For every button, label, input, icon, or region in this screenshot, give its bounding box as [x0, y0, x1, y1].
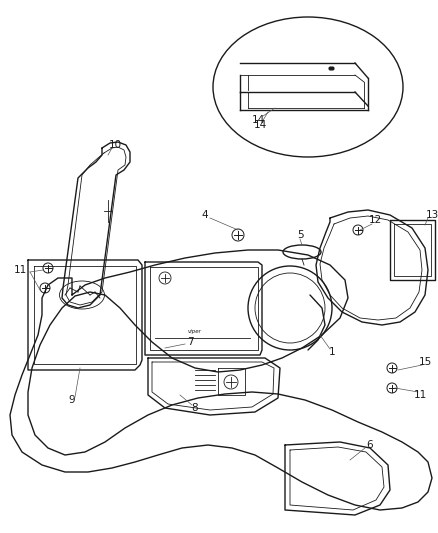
- Text: 14: 14: [253, 120, 267, 130]
- Text: 11: 11: [14, 265, 27, 275]
- Text: 1: 1: [328, 347, 336, 357]
- Text: viper: viper: [188, 329, 202, 335]
- Text: 11: 11: [413, 390, 427, 400]
- Text: 5: 5: [297, 230, 303, 240]
- Text: 7: 7: [187, 337, 193, 347]
- Text: 15: 15: [418, 357, 431, 367]
- Text: 4: 4: [201, 210, 208, 220]
- Text: 9: 9: [69, 395, 75, 405]
- Text: 6: 6: [367, 440, 373, 450]
- Text: 14: 14: [251, 115, 265, 125]
- Text: 8: 8: [192, 403, 198, 413]
- Text: 13: 13: [425, 210, 438, 220]
- Text: 10: 10: [109, 140, 122, 150]
- Text: 12: 12: [368, 215, 381, 225]
